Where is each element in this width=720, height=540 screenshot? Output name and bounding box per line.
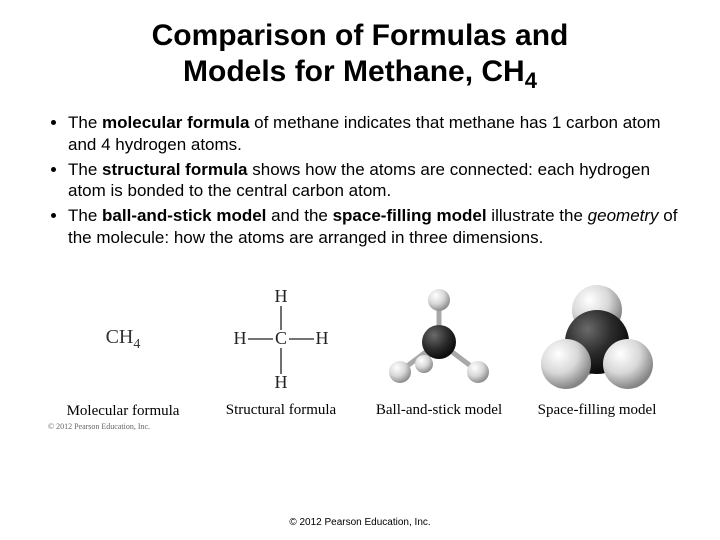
sf-h-right [603,339,653,389]
struct-bottom: H [275,372,288,392]
title-subscript: 4 [525,68,537,93]
bullet-3-pre: The [68,206,102,225]
spacefill-cell: Space-filling model [518,284,676,431]
ballstick-svg [374,284,504,394]
title-line2: Models for Methane, CH [183,55,525,88]
structural-formula-box: C H H H H [202,284,360,394]
bullet-2-pre: The [68,160,102,179]
struct-center: C [275,328,287,348]
molecular-formula-cell: CH4 Molecular formula © 2012 Pearson Edu… [44,285,202,431]
model-row: CH4 Molecular formula © 2012 Pearson Edu… [40,284,680,431]
bullet-1-bold: molecular formula [102,113,249,132]
spacefill-caption: Space-filling model [538,402,657,419]
ballstick-caption: Ball-and-stick model [376,402,502,419]
h-left [389,361,411,383]
spacefill-svg [532,284,662,394]
molecular-formula-sub: 4 [133,337,140,352]
molecular-formula-text: CH4 [106,326,141,353]
h-back [415,355,433,373]
h-right [467,361,489,383]
title-line1: Comparison of Formulas and [152,19,569,52]
credit-small: © 2012 Pearson Education, Inc. [48,422,150,431]
structural-formula-cell: C H H H H Structural formula [202,284,360,431]
bullet-3-mid: and the [266,206,332,225]
molecular-formula-box: CH4 [44,285,202,395]
bullet-2-bold: structural formula [102,160,247,179]
structural-svg: C H H H H [226,284,336,394]
h-top [428,289,450,311]
struct-right: H [316,328,329,348]
spacefill-box [518,284,676,394]
bullet-1-pre: The [68,113,102,132]
ballstick-cell: Ball-and-stick model [360,284,518,431]
bullet-3: The ball-and-stick model and the space-f… [68,205,680,248]
footer-credit: © 2012 Pearson Education, Inc. [0,517,720,528]
bullet-list: The molecular formula of methane indicat… [40,112,680,248]
ballstick-box [360,284,518,394]
molecular-caption: Molecular formula [67,403,180,420]
molecular-formula-main: CH [106,326,134,348]
bullet-3-italic: geometry [588,206,659,225]
slide: Comparison of Formulas and Models for Me… [0,0,720,540]
struct-top: H [275,286,288,306]
struct-left: H [234,328,247,348]
c-center [422,325,456,359]
bullet-3-bold1: ball-and-stick model [102,206,266,225]
structural-caption: Structural formula [226,402,336,419]
sf-h-left [541,339,591,389]
bullet-3-bold2: space-filling model [333,206,487,225]
bullet-3-post1: illustrate the [487,206,588,225]
bullet-2: The structural formula shows how the ato… [68,159,680,202]
slide-title: Comparison of Formulas and Models for Me… [40,18,680,94]
bullet-1: The molecular formula of methane indicat… [68,112,680,155]
